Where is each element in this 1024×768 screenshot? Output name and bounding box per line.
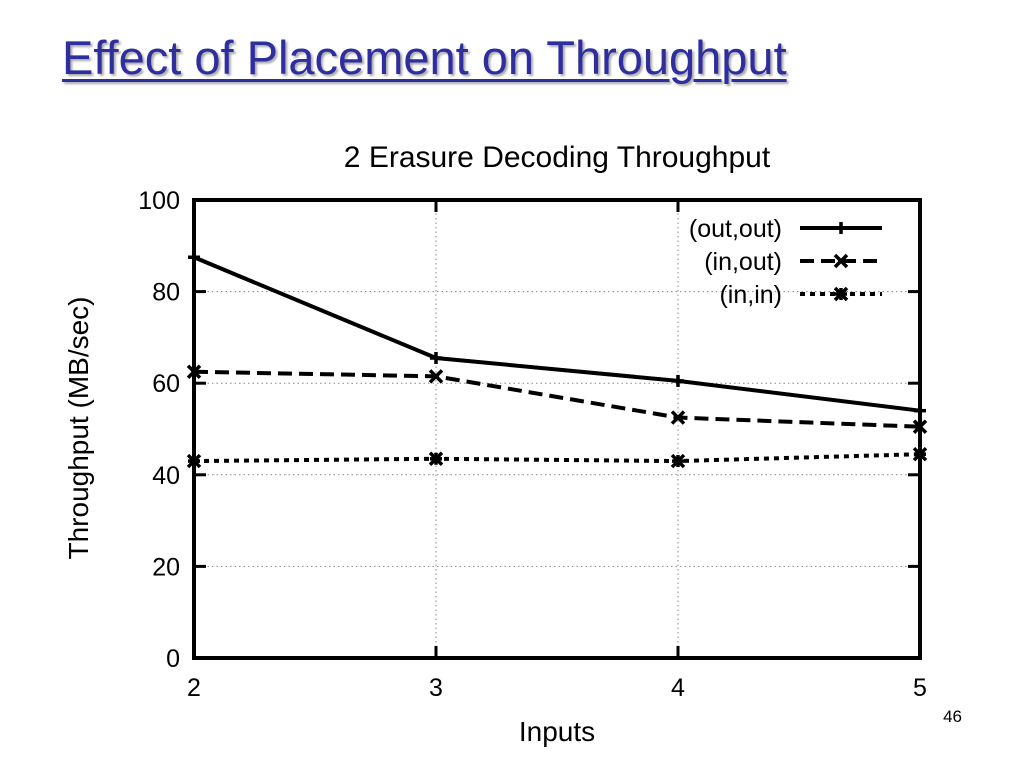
x-tick-label-0: 2 [187, 674, 201, 702]
plot-border [192, 198, 922, 660]
data-point-0-2 [672, 374, 684, 387]
data-point-1-2 [670, 410, 686, 425]
y-tick-label-0: 0 [166, 645, 180, 673]
chart-grid [194, 200, 920, 658]
page-number: 46 [943, 707, 962, 726]
series-line-1 [193, 369, 921, 429]
legend-label-0: (out,out) [689, 215, 782, 243]
legend-label-2: (in,in) [719, 281, 782, 309]
chart-legend: (out,out) (in,out) (in,in) [689, 215, 882, 309]
y-tick-label-3: 60 [152, 370, 180, 398]
series-line-2 [193, 452, 921, 464]
x-axis-label: Inputs [519, 716, 595, 747]
x-tick-label-3: 5 [913, 674, 927, 702]
series-line-0 [193, 255, 921, 413]
legend-marker-0 [835, 222, 847, 234]
y-axis-label: Throughput (MB/sec) [63, 297, 94, 560]
y-tick-label-1: 20 [152, 553, 180, 581]
x-tick-label-1: 3 [429, 674, 443, 702]
data-point-0-1 [430, 352, 442, 365]
y-tick-label-5: 100 [138, 187, 180, 215]
y-tick-label-2: 40 [152, 462, 180, 490]
plot-frame [192, 198, 922, 660]
legend-label-1: (in,out) [704, 248, 782, 276]
series-layer [186, 251, 928, 469]
data-point-1-1 [428, 369, 444, 384]
data-point-2-1 [428, 451, 444, 467]
axis-ticks: 0 20 40 60 80 100 2 3 4 5 [138, 187, 927, 702]
legend-marker-2 [833, 286, 849, 302]
legend-marker-1 [833, 253, 849, 269]
data-point-2-2 [670, 453, 686, 469]
y-tick-label-4: 80 [152, 279, 180, 307]
x-tick-label-2: 4 [671, 674, 685, 702]
slide-title: Effect of Placement on Throughput [62, 31, 787, 84]
chart-title: 2 Erasure Decoding Throughput [344, 141, 771, 174]
